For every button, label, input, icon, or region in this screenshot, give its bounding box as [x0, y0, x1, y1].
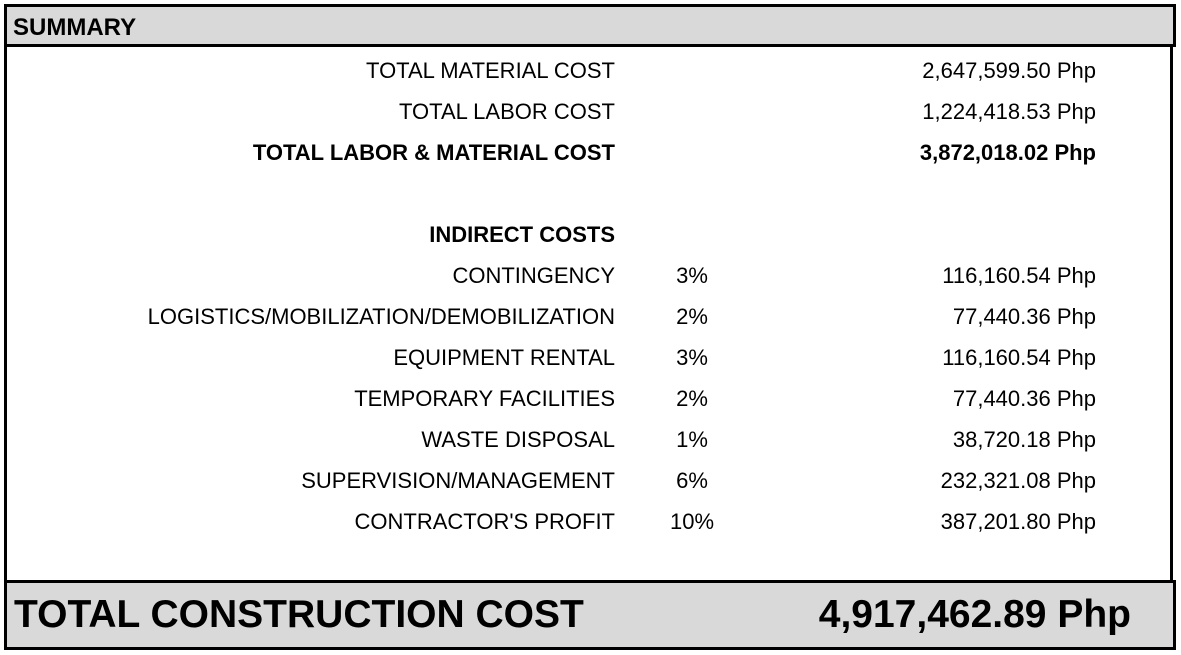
summary-title: SUMMARY — [13, 14, 137, 41]
row-total-labor: TOTAL LABOR COST 1,224,418.53 Php — [0, 91, 1181, 132]
row-label: WASTE DISPOSAL — [421, 427, 615, 452]
row-value: 387,201.80 Php — [940, 509, 1096, 534]
grand-total-value: 4,917,462.89 Php — [818, 593, 1131, 636]
row-value: 116,160.54 Php — [942, 345, 1096, 370]
indirect-cost-row: CONTRACTOR'S PROFIT 10% 387,201.80 Php — [0, 501, 1181, 542]
indirect-cost-row: CONTINGENCY 3% 116,160.54 Php — [0, 255, 1181, 296]
grand-total-label: TOTAL CONSTRUCTION COST — [14, 593, 584, 636]
row-value: 38,720.18 Php — [952, 427, 1096, 452]
section-heading: INDIRECT COSTS — [429, 222, 615, 247]
row-label: CONTRACTOR'S PROFIT — [354, 509, 615, 534]
indirect-costs-heading: INDIRECT COSTS — [0, 214, 1181, 255]
row-total-material: TOTAL MATERIAL COST 2,647,599.50 Php — [0, 50, 1181, 91]
row-label: LOGISTICS/MOBILIZATION/DEMOBILIZATION — [147, 304, 615, 329]
row-total-labor-material: TOTAL LABOR & MATERIAL COST 3,872,018.02… — [0, 132, 1181, 173]
indirect-cost-row: TEMPORARY FACILITIES 2% 77,440.36 Php — [0, 378, 1181, 419]
row-percent: 1% — [676, 427, 708, 452]
row-label: TEMPORARY FACILITIES — [354, 386, 615, 411]
row-value: 2,647,599.50 Php — [922, 58, 1096, 83]
row-value: 77,440.36 Php — [952, 304, 1096, 329]
summary-header: SUMMARY — [4, 4, 1176, 47]
row-label: TOTAL LABOR & MATERIAL COST — [252, 140, 615, 165]
row-percent: 2% — [676, 386, 708, 411]
row-value: 77,440.36 Php — [952, 386, 1096, 411]
row-percent: 3% — [676, 345, 708, 370]
indirect-cost-row: SUPERVISION/MANAGEMENT 6% 232,321.08 Php — [0, 460, 1181, 501]
row-value: 1,224,418.53 Php — [922, 99, 1096, 124]
indirect-cost-row: LOGISTICS/MOBILIZATION/DEMOBILIZATION 2% 7… — [0, 296, 1181, 337]
row-label: CONTINGENCY — [452, 263, 615, 288]
row-percent: 6% — [676, 468, 708, 493]
row-percent: 2% — [676, 304, 708, 329]
row-label: EQUIPMENT RENTAL — [393, 345, 615, 370]
row-label: SUPERVISION/MANAGEMENT — [301, 468, 615, 493]
row-label: TOTAL MATERIAL COST — [366, 58, 615, 83]
row-label: TOTAL LABOR COST — [399, 99, 615, 124]
total-construction-cost-bar: TOTAL CONSTRUCTION COST 4,917,462.89 Php — [4, 580, 1176, 650]
indirect-cost-row: WASTE DISPOSAL 1% 38,720.18 Php — [0, 419, 1181, 460]
row-value: 3,872,018.02 Php — [919, 140, 1096, 165]
row-value: 116,160.54 Php — [942, 263, 1096, 288]
row-value: 232,321.08 Php — [940, 468, 1096, 493]
row-percent: 3% — [676, 263, 708, 288]
indirect-cost-row: EQUIPMENT RENTAL 3% 116,160.54 Php — [0, 337, 1181, 378]
row-percent: 10% — [669, 509, 715, 534]
